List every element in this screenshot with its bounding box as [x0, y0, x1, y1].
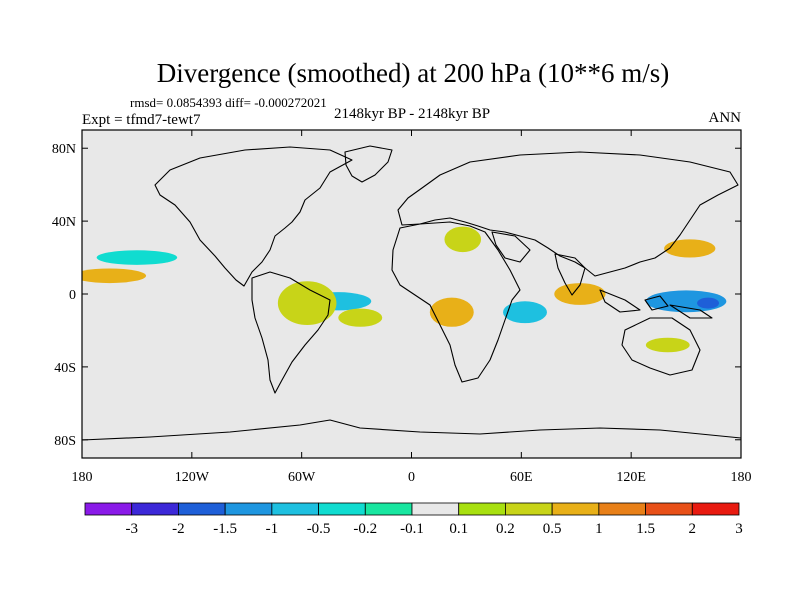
- contour-region-5: [96, 250, 178, 265]
- colorbar-swatch: [224, 502, 273, 516]
- y-tick-label: 0: [69, 288, 76, 303]
- coast-arabia: [491, 231, 531, 263]
- contour-region-3: [429, 297, 474, 327]
- season-label: ANN: [709, 110, 742, 126]
- x-tick-label: 180: [731, 470, 752, 485]
- coast-africa: [391, 221, 521, 383]
- colorbar-label: 2: [689, 521, 697, 537]
- colorbar-swatch: [645, 502, 693, 516]
- colorbar-label: -0.5: [307, 521, 331, 537]
- colorbar-label: 1: [595, 521, 603, 537]
- colorbar-swatch: [551, 502, 600, 516]
- contour-region-12: [645, 337, 690, 353]
- colorbar-swatch: [411, 502, 460, 516]
- colorbar-swatch: [271, 502, 319, 516]
- coast-australia: [621, 317, 701, 376]
- colorbar-swatch: [364, 502, 413, 516]
- colorbar-label: -1.5: [213, 521, 237, 537]
- colorbar-label: 3: [735, 521, 743, 537]
- colorbar-label: 0.1: [449, 521, 468, 537]
- coast-greenland: [344, 145, 393, 183]
- y-tick-label: 40S: [54, 361, 76, 376]
- contour-region-2: [338, 308, 383, 327]
- x-tick-label: 0: [408, 470, 415, 485]
- axis-ticks: [81, 130, 742, 458]
- contour-region-8: [503, 301, 547, 324]
- y-tick-label: 40N: [52, 215, 76, 230]
- stats-line: rmsd= 0.0854393 diff= -0.000272021: [130, 95, 327, 110]
- coastlines: [82, 145, 741, 441]
- y-tick-label: 80N: [52, 142, 76, 157]
- colorbar-label: -0.1: [400, 521, 424, 537]
- x-tick-label: 120E: [616, 470, 646, 485]
- coast-indonesia: [599, 289, 713, 319]
- colorbar-label: 0.5: [543, 521, 562, 537]
- colorbar-swatch: [598, 502, 646, 516]
- x-tick-label: 60W: [288, 470, 316, 485]
- coast-north-america: [154, 146, 353, 287]
- contour-region-11: [664, 239, 716, 258]
- x-tick-label: 60E: [510, 470, 533, 485]
- period-label: 2148kyr BP - 2148kyr BP: [334, 106, 490, 122]
- colorbar-label: 1.5: [636, 521, 655, 537]
- colorbar: [84, 502, 740, 516]
- y-axis-labels: 80N 40N 0 40S 80S: [52, 142, 76, 449]
- map-background: [82, 130, 741, 458]
- colorbar-label: -2: [172, 521, 185, 537]
- contour-region-1: [277, 281, 337, 325]
- colorbar-label: -3: [125, 521, 138, 537]
- map-plot-area: [81, 129, 742, 459]
- contour-regions: [82, 226, 727, 353]
- coast-south-america: [251, 271, 331, 394]
- experiment-label: Expt = tfmd7-tewt7: [82, 112, 201, 128]
- colorbar-swatch: [691, 502, 740, 516]
- coast-india: [554, 253, 586, 296]
- colorbar-label: -0.2: [353, 521, 377, 537]
- x-tick-label: 180: [72, 470, 93, 485]
- contour-region-4: [444, 226, 482, 253]
- coast-eurasia: [397, 151, 739, 277]
- colorbar-swatch: [458, 502, 506, 516]
- coast-antarctica: [82, 419, 741, 441]
- contour-region-6: [82, 268, 147, 284]
- colorbar-swatch: [318, 502, 366, 516]
- colorbar-label: -1: [266, 521, 279, 537]
- x-axis-labels: 180 120W 60W 0 60E 120E 180: [72, 470, 752, 485]
- colorbar-labels: -3 -2 -1.5 -1 -0.5 -0.2 -0.1 0.1 0.2 0.5 1 1.5 2 3: [125, 521, 742, 537]
- colorbar-swatch: [131, 502, 179, 516]
- x-tick-label: 120W: [175, 470, 210, 485]
- colorbar-label: 0.2: [496, 521, 515, 537]
- y-tick-label: 80S: [54, 434, 76, 449]
- colorbar-swatch: [505, 502, 553, 516]
- contour-region-10: [697, 297, 720, 309]
- contour-region-7: [554, 283, 606, 305]
- colorbar-swatch: [84, 502, 133, 516]
- chart-title: Divergence (smoothed) at 200 hPa (10**6 …: [157, 58, 669, 88]
- colorbar-swatch: [178, 502, 226, 516]
